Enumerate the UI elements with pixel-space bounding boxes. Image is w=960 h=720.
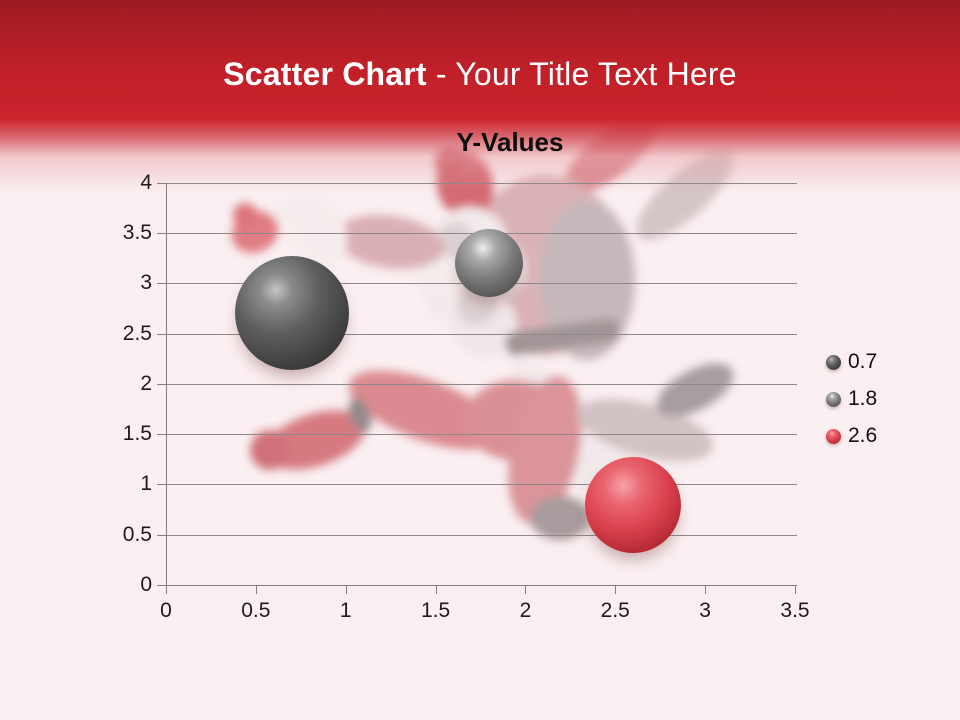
y-axis-tick [157,283,166,285]
gridline-y-4 [166,182,797,184]
y-axis-line [166,182,167,585]
x-axis-tick-label: 0.5 [241,599,271,622]
legend-item: 0.7 [826,350,877,374]
y-axis-tick [157,534,166,536]
gridline-y-2 [166,383,797,385]
legend-label: 0.7 [848,350,878,373]
y-axis-tick [157,383,166,385]
x-axis-tick-label: 2 [519,599,532,622]
x-axis-tick [166,586,167,594]
y-axis-tick [157,182,166,184]
legend-swatch-icon [826,391,841,407]
x-axis-tick [705,586,707,594]
header-band [0,0,960,192]
slide-title-bold-part: Scatter Chart [223,55,427,92]
x-axis-tick [615,586,617,594]
y-axis-tick [157,232,166,234]
bubble-series-0.7 [234,256,349,371]
x-axis-tick-label: 3.5 [780,599,810,622]
x-axis-tick-label: 1 [339,599,352,622]
x-axis-tick [435,586,437,594]
y-axis-tick-label: 0.5 [122,522,152,546]
gridline-y-1.5 [166,434,797,436]
gridline-y-0.5 [166,534,797,536]
x-axis-tick [255,586,257,594]
legend-item: 2.6 [826,424,877,448]
chart-title: Y-Values [456,127,564,157]
y-axis-tick [157,484,166,486]
legend-swatch-icon [826,354,841,370]
bubble-series-1.8 [455,229,524,298]
bubble-series-2.6 [585,456,682,553]
x-axis-tick-label: 0 [160,599,172,622]
x-axis-tick [795,586,796,594]
y-axis-tick-label: 2 [140,371,152,395]
y-axis-tick [157,333,166,335]
y-axis-tick-label: 3 [140,271,152,295]
slide-title-regular-part: - Your Title Text Here [426,55,737,92]
y-axis-tick [157,585,166,586]
x-axis-tick [525,586,527,594]
y-axis-tick [157,434,166,436]
y-axis-tick-label: 3.5 [122,220,152,244]
x-axis-tick-label: 3 [699,599,711,622]
x-axis-tick-label: 1.5 [420,599,451,622]
gridline-y-1 [166,484,797,486]
x-axis-line [166,585,797,586]
y-axis-tick-label: 0 [140,573,152,596]
x-axis-tick-label: 2.5 [600,599,630,622]
legend-swatch-icon [826,428,841,444]
x-axis-tick [345,586,347,594]
y-axis-tick-label: 1 [140,472,152,496]
gridline-y-2.5 [166,333,797,335]
legend-label: 1.8 [848,387,878,410]
y-axis-tick-label: 1.5 [122,422,152,446]
y-axis-tick-label: 2.5 [122,321,152,345]
legend-label: 2.6 [848,424,878,447]
chart-legend: 0.7 1.8 2.6 [826,350,877,461]
slide-title: Scatter Chart - Your Title Text Here [0,48,960,100]
legend-item: 1.8 [826,387,877,411]
y-axis-tick-label: 4 [140,170,152,194]
